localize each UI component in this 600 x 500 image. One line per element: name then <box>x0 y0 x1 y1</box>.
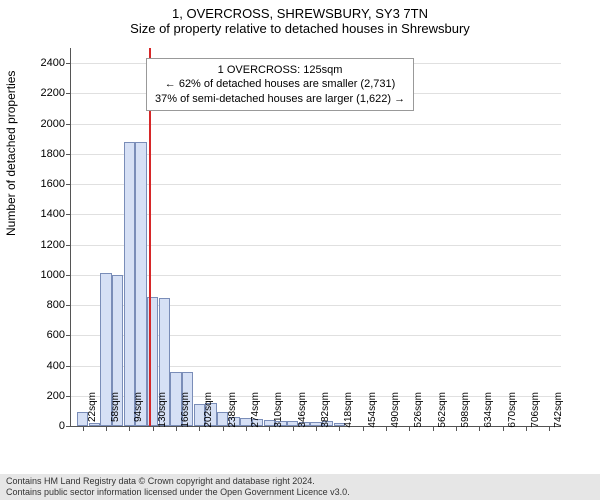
ytick-mark <box>66 124 71 125</box>
xtick-label: 634sqm <box>483 392 494 432</box>
xtick-label: 742sqm <box>553 392 564 432</box>
ytick-label: 1800 <box>25 148 65 160</box>
xtick-label: 490sqm <box>390 392 401 432</box>
ytick-label: 1200 <box>25 239 65 251</box>
xtick-mark <box>223 426 224 431</box>
xtick-label: 310sqm <box>273 392 284 432</box>
histogram-chart: 0200400600800100012001400160018002000220… <box>70 48 560 426</box>
ytick-label: 1000 <box>25 269 65 281</box>
xtick-mark <box>176 426 177 431</box>
xtick-mark <box>106 426 107 431</box>
xtick-mark <box>386 426 387 431</box>
ytick-mark <box>66 154 71 155</box>
info-line-1: 1 OVERCROSS: 125sqm <box>155 63 405 77</box>
xtick-label: 562sqm <box>437 392 448 432</box>
ytick-mark <box>66 245 71 246</box>
ytick-label: 2400 <box>25 57 65 69</box>
xtick-label: 22sqm <box>87 392 98 432</box>
ytick-label: 800 <box>25 299 65 311</box>
xtick-label: 418sqm <box>343 392 354 432</box>
xtick-label: 526sqm <box>413 392 424 432</box>
ytick-mark <box>66 366 71 367</box>
footer-line-1: Contains HM Land Registry data © Crown c… <box>6 476 594 487</box>
y-axis-label: Number of detached properties <box>4 71 18 236</box>
ytick-mark <box>66 335 71 336</box>
xtick-mark <box>456 426 457 431</box>
xtick-mark <box>409 426 410 431</box>
ytick-label: 2200 <box>25 87 65 99</box>
xtick-label: 706sqm <box>530 392 541 432</box>
xtick-label: 202sqm <box>203 392 214 432</box>
info-box: 1 OVERCROSS: 125sqm ← 62% of detached ho… <box>146 58 414 111</box>
ytick-label: 2000 <box>25 118 65 130</box>
xtick-mark <box>129 426 130 431</box>
xtick-mark <box>433 426 434 431</box>
xtick-label: 670sqm <box>507 392 518 432</box>
xtick-mark <box>246 426 247 431</box>
xtick-mark <box>479 426 480 431</box>
histogram-bar <box>124 142 136 426</box>
xtick-mark <box>363 426 364 431</box>
xtick-mark <box>526 426 527 431</box>
xtick-mark <box>549 426 550 431</box>
info-line-2: ← 62% of detached houses are smaller (2,… <box>155 77 405 91</box>
ytick-label: 200 <box>25 390 65 402</box>
xtick-label: 382sqm <box>320 392 331 432</box>
xtick-mark <box>153 426 154 431</box>
ytick-label: 1400 <box>25 208 65 220</box>
xtick-mark <box>339 426 340 431</box>
ytick-label: 400 <box>25 360 65 372</box>
info-line-3: 37% of semi-detached houses are larger (… <box>155 92 405 106</box>
histogram-bar <box>135 142 147 426</box>
ytick-mark <box>66 93 71 94</box>
ytick-label: 600 <box>25 329 65 341</box>
gridline <box>71 124 561 125</box>
xtick-label: 454sqm <box>367 392 378 432</box>
xtick-label: 346sqm <box>297 392 308 432</box>
xtick-label: 94sqm <box>133 392 144 432</box>
xtick-mark <box>503 426 504 431</box>
xtick-mark <box>316 426 317 431</box>
xtick-label: 238sqm <box>227 392 238 432</box>
ytick-mark <box>66 184 71 185</box>
ytick-mark <box>66 214 71 215</box>
xtick-label: 274sqm <box>250 392 261 432</box>
ytick-mark <box>66 275 71 276</box>
xtick-label: 130sqm <box>157 392 168 432</box>
ytick-mark <box>66 426 71 427</box>
ytick-label: 1600 <box>25 178 65 190</box>
xtick-label: 58sqm <box>110 392 121 432</box>
ytick-mark <box>66 305 71 306</box>
ytick-mark <box>66 63 71 64</box>
xtick-label: 598sqm <box>460 392 471 432</box>
ytick-mark <box>66 396 71 397</box>
xtick-mark <box>269 426 270 431</box>
footer: Contains HM Land Registry data © Crown c… <box>0 474 600 500</box>
chart-title: Size of property relative to detached ho… <box>0 21 600 36</box>
footer-line-2: Contains public sector information licen… <box>6 487 594 498</box>
xtick-label: 166sqm <box>180 392 191 432</box>
chart-supertitle: 1, OVERCROSS, SHREWSBURY, SY3 7TN <box>0 6 600 21</box>
xtick-mark <box>199 426 200 431</box>
xtick-mark <box>83 426 84 431</box>
ytick-label: 0 <box>25 420 65 432</box>
xtick-mark <box>293 426 294 431</box>
